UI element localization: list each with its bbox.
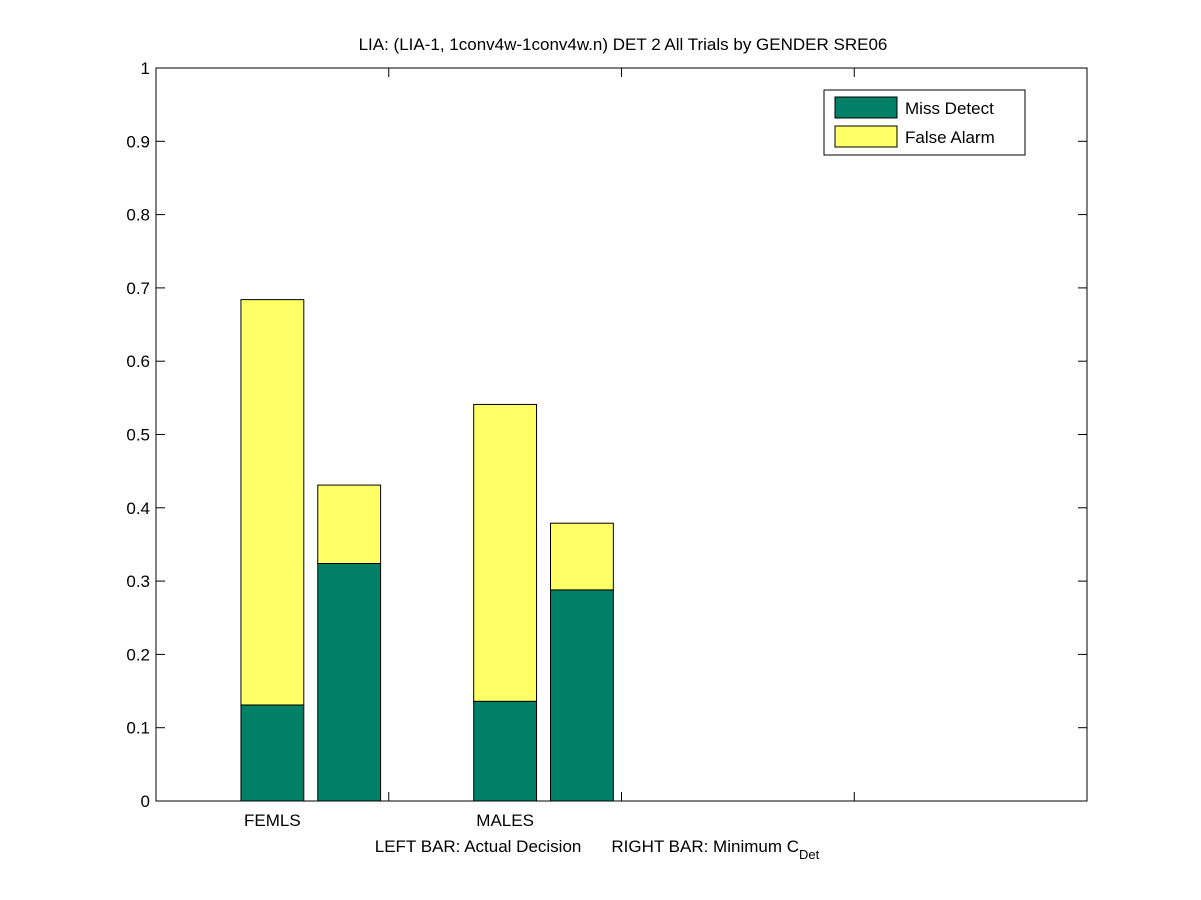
y-tick-label: 0.3 (126, 572, 150, 591)
x-axis-label-subscript: Det (799, 847, 820, 862)
bar-femls-minimum-miss-detect (317, 563, 382, 802)
x-tick-label-males: MALES (476, 811, 534, 830)
chart-title: LIA: (LIA-1, 1conv4w-1conv4w.n) DET 2 Al… (359, 35, 888, 54)
bar-femls-minimum-false-alarm (317, 484, 382, 565)
bar-males-minimum-miss-detect (550, 589, 614, 802)
y-tick-label: 1 (141, 59, 150, 78)
y-tick-label: 0.8 (126, 206, 150, 225)
legend: Miss Detect False Alarm (823, 89, 1026, 156)
y-tick-label: 0.2 (126, 645, 150, 664)
x-axis-label-left: LEFT BAR: Actual Decision (375, 837, 582, 856)
x-tick-label-femls: FEMLS (244, 811, 301, 830)
y-tick-label: 0.1 (126, 719, 150, 738)
bar-femls-actual-miss-detect (240, 704, 305, 802)
x-axis-label-right: RIGHT BAR: Minimum C (611, 837, 799, 856)
legend-label-miss-detect: Miss Detect (905, 99, 994, 118)
y-tick-label: 0.4 (126, 499, 150, 518)
legend-swatch-miss-detect (834, 96, 898, 119)
legend-swatch-false-alarm (834, 125, 898, 148)
y-tick-label: 0.5 (126, 426, 150, 445)
x-axis-label: LEFT BAR: Actual Decision RIGHT BAR: Mini… (375, 837, 820, 862)
bar-femls-actual-false-alarm (240, 299, 305, 706)
y-tick-label: 0.9 (126, 132, 150, 151)
legend-label-false-alarm: False Alarm (905, 128, 995, 147)
y-tick-label: 0 (141, 792, 150, 811)
y-axis-ticks: 0 0.1 0.2 0.3 0.4 0.5 0.6 0.7 0.8 0.9 1 (126, 59, 1087, 811)
bar-males-actual-miss-detect (473, 700, 538, 802)
y-tick-label: 0.6 (126, 352, 150, 371)
y-tick-label: 0.7 (126, 279, 150, 298)
x-axis-ticks: FEMLS MALES (244, 68, 1088, 830)
bar-males-actual-false-alarm (473, 403, 538, 702)
bars (240, 299, 614, 802)
plot-area (155, 67, 1088, 802)
bar-males-minimum-false-alarm (550, 522, 614, 591)
